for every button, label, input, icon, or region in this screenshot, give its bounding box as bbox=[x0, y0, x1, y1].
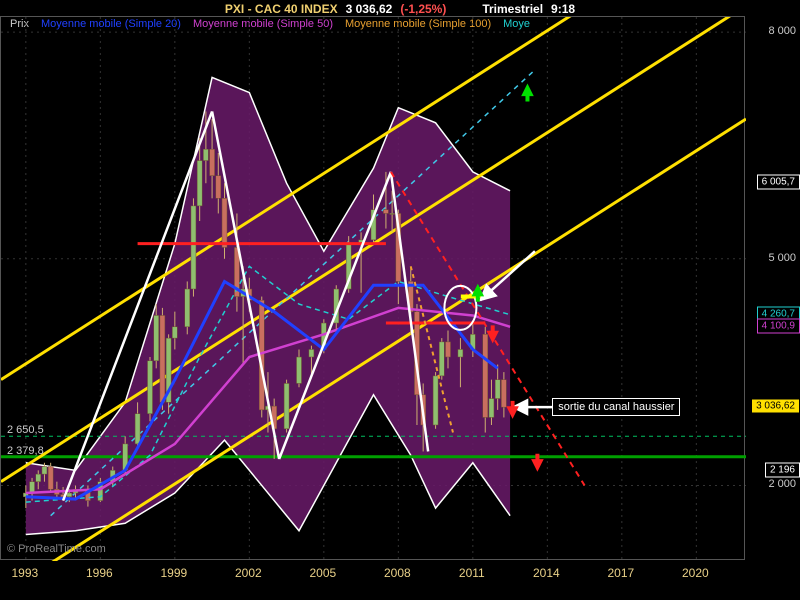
period-label: Trimestriel bbox=[482, 2, 543, 16]
x-tick: 2008 bbox=[384, 566, 411, 580]
y-tick: 2 000 bbox=[768, 478, 796, 490]
annotation-label: sortie du canal haussier bbox=[552, 398, 680, 416]
level-label: 2 650,5 bbox=[7, 424, 44, 436]
x-tick: 1996 bbox=[86, 566, 113, 580]
x-tick: 2005 bbox=[309, 566, 336, 580]
x-tick: 2017 bbox=[607, 566, 634, 580]
price-label: 3 036,62 bbox=[346, 2, 393, 16]
x-tick: 1993 bbox=[11, 566, 38, 580]
plot-area[interactable]: © ProRealTime.com sortie du canal haussi… bbox=[0, 16, 745, 560]
y-tick: 5 000 bbox=[768, 252, 796, 264]
chart-svg bbox=[1, 17, 746, 561]
y-marker: 3 036,62 bbox=[751, 399, 800, 414]
x-tick: 2020 bbox=[682, 566, 709, 580]
chart-container: PXI - CAC 40 INDEX 3 036,62 (-1,25%) Tri… bbox=[0, 0, 800, 600]
symbol-label: PXI - CAC 40 INDEX bbox=[225, 2, 338, 16]
watermark: © ProRealTime.com bbox=[7, 543, 106, 555]
x-tick: 2002 bbox=[235, 566, 262, 580]
change-label: (-1,25%) bbox=[400, 2, 446, 16]
level-label: 2 379,8 bbox=[7, 445, 44, 457]
y-axis: 2 0005 0008 0006 005,74 260,74 100,93 03… bbox=[745, 16, 800, 560]
x-axis: 1993 1996 1999 2002 2005 2008 2011 2014 2017 2020 bbox=[0, 560, 745, 600]
x-tick: 1999 bbox=[160, 566, 187, 580]
y-marker: 2 196 bbox=[765, 462, 800, 477]
y-tick: 8 000 bbox=[768, 25, 796, 37]
y-marker: 6 005,7 bbox=[757, 174, 800, 189]
x-tick: 2014 bbox=[533, 566, 560, 580]
y-marker: 4 100,9 bbox=[757, 318, 800, 333]
time-label: 9:18 bbox=[551, 2, 575, 16]
x-tick: 2011 bbox=[459, 566, 485, 580]
